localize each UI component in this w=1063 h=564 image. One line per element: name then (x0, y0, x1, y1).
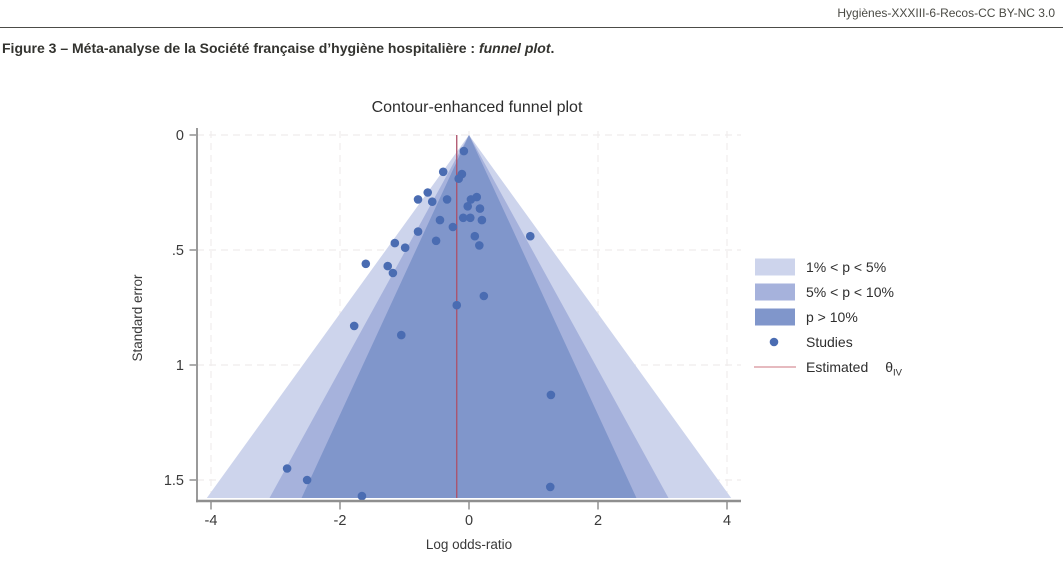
study-point (423, 188, 433, 197)
legend: 1% < p < 5% 5% < p < 10% p > 10% Studies… (754, 258, 903, 379)
study-point (525, 231, 535, 241)
study-point (413, 195, 423, 204)
study-point (413, 227, 423, 236)
caption-text: Figure 3 – Méta-analyse de la Société fr… (2, 40, 479, 56)
header-divider (0, 27, 1063, 28)
axis-ticks: -4 -2 0 2 4 0 .5 1 1.5 (164, 128, 731, 529)
study-point (470, 231, 480, 241)
study-point (400, 243, 410, 252)
study-point (477, 215, 487, 225)
x-tick-label: 2 (594, 513, 602, 529)
chart-title: Contour-enhanced funnel plot (372, 99, 583, 116)
study-point (349, 321, 359, 331)
theta-subscript: IV (893, 368, 903, 379)
study-point (458, 213, 468, 223)
figure-caption: Figure 3 – Méta-analyse de la Société fr… (2, 40, 554, 56)
study-point (383, 261, 393, 271)
y-tick-label: .5 (172, 243, 184, 259)
study-point (475, 204, 485, 213)
document-reference: Hygiènes-XXXIII-6-Recos-CC BY-NC 3.0 (837, 6, 1055, 20)
theta-symbol: θ (885, 359, 893, 375)
legend-label-p1-5: 1% < p < 5% (806, 259, 886, 275)
estimate-word: Estimated (806, 359, 868, 375)
funnel-contours (206, 135, 732, 498)
study-point (390, 238, 400, 248)
legend-label-estimate: Estimated θIV (806, 359, 903, 379)
study-point (459, 146, 469, 156)
x-tick-label: -2 (334, 513, 347, 529)
study-point (479, 291, 489, 301)
study-point (438, 167, 448, 177)
legend-swatch-p1-5 (755, 258, 795, 276)
y-tick-label: 0 (176, 128, 184, 144)
study-point (454, 174, 463, 183)
y-axis-title: Standard error (130, 274, 145, 362)
study-point (475, 241, 484, 250)
study-point (302, 475, 312, 485)
legend-label-p10: p > 10% (806, 309, 858, 325)
study-point (427, 197, 437, 206)
study-point (435, 215, 445, 225)
study-points (282, 146, 556, 501)
x-axis-title: Log odds-ratio (426, 537, 512, 552)
caption-suffix: . (550, 40, 555, 56)
study-point (452, 300, 462, 310)
study-point (466, 195, 476, 204)
legend-swatch-p5-10 (755, 283, 795, 301)
contour-band-2 (301, 135, 637, 498)
x-tick-label: -4 (205, 513, 218, 529)
y-tick-label: 1.5 (164, 473, 184, 489)
legend-label-p5-10: 5% < p < 10% (806, 284, 894, 300)
y-tick-label: 1 (176, 358, 184, 374)
study-point (465, 213, 475, 223)
study-point (361, 259, 371, 269)
study-point (545, 482, 555, 492)
legend-swatch-p10 (755, 308, 795, 326)
x-tick-label: 4 (723, 513, 731, 529)
legend-studies-marker (769, 337, 779, 347)
study-point (448, 222, 458, 232)
study-point (282, 464, 292, 473)
x-tick-label: 0 (465, 513, 473, 529)
legend-label-studies: Studies (806, 334, 853, 350)
study-point (442, 195, 452, 204)
study-point (546, 390, 556, 400)
study-point (357, 491, 367, 501)
study-point (396, 330, 406, 340)
study-point (431, 236, 441, 246)
study-point (463, 202, 473, 211)
caption-italic-text: funnel plot (478, 40, 551, 56)
study-point (388, 268, 398, 278)
